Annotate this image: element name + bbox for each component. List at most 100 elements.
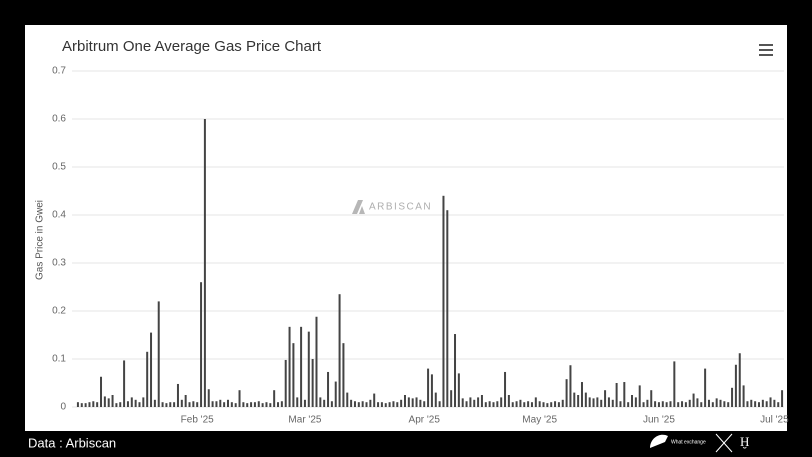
- bar: [642, 402, 645, 407]
- bar: [727, 402, 730, 407]
- logo-text: What exchange: [671, 439, 706, 445]
- bar: [100, 376, 103, 407]
- bar: [200, 282, 203, 407]
- bar: [723, 401, 726, 407]
- bar: [661, 401, 664, 407]
- bar: [96, 402, 99, 407]
- bar: [534, 397, 537, 407]
- bar: [330, 401, 333, 407]
- bar: [157, 301, 160, 407]
- bar: [269, 403, 272, 407]
- watermark: ARBISCAN: [352, 200, 431, 214]
- bar: [507, 395, 510, 407]
- bar: [692, 393, 695, 407]
- bar: [427, 368, 430, 407]
- bar: [76, 402, 79, 407]
- bar: [327, 371, 330, 407]
- bar: [342, 343, 345, 407]
- bar: [523, 402, 526, 407]
- bar: [238, 390, 241, 407]
- bar: [477, 397, 480, 407]
- bar: [369, 399, 372, 407]
- bar: [669, 401, 672, 407]
- bar: [350, 399, 353, 407]
- bar: [346, 392, 349, 407]
- bar: [373, 393, 376, 407]
- bar: [573, 392, 576, 407]
- bar: [500, 397, 503, 407]
- menu-icon[interactable]: [759, 44, 773, 56]
- bar: [107, 398, 110, 407]
- bar: [196, 402, 199, 407]
- bar: [338, 294, 341, 407]
- bar: [696, 398, 699, 407]
- bar: [681, 401, 684, 407]
- bar: [492, 402, 495, 407]
- bar: [80, 403, 83, 407]
- bar: [461, 398, 464, 407]
- menu-bar[interactable]: [759, 44, 773, 46]
- bar: [257, 401, 260, 407]
- bar: [454, 334, 457, 407]
- bar: [111, 395, 114, 407]
- menu-bar[interactable]: [759, 49, 773, 51]
- bar: [265, 402, 268, 407]
- bar: [284, 359, 287, 407]
- bar: [84, 403, 87, 407]
- bar: [700, 402, 703, 407]
- bar: [465, 401, 468, 407]
- bar: [192, 401, 195, 407]
- bar: [292, 343, 295, 407]
- bar: [169, 402, 172, 407]
- bar: [611, 399, 614, 407]
- bar: [384, 403, 387, 407]
- bar: [546, 403, 549, 407]
- bar: [261, 403, 264, 407]
- y-tick-label: 0.4: [52, 210, 66, 221]
- bar: [761, 399, 764, 407]
- bar: [711, 402, 714, 407]
- bar: [757, 402, 760, 407]
- bar: [488, 401, 491, 407]
- bar: [657, 402, 660, 407]
- bar: [180, 399, 183, 407]
- bar: [457, 373, 460, 407]
- bar: [592, 398, 595, 407]
- bar: [277, 402, 280, 407]
- bar: [569, 365, 572, 407]
- bar: [580, 382, 583, 407]
- bar: [665, 402, 668, 407]
- bar: [469, 397, 472, 407]
- bar: [773, 399, 776, 407]
- bar: [738, 353, 741, 407]
- bar: [650, 390, 653, 407]
- bar: [334, 381, 337, 407]
- menu-bar[interactable]: [759, 54, 773, 56]
- bar: [230, 402, 233, 407]
- bar: [365, 402, 368, 407]
- bar: [446, 210, 449, 407]
- y-axis-label: Gas Price in Gwei: [35, 200, 46, 280]
- bar: [530, 402, 533, 407]
- bar: [754, 401, 757, 407]
- bar: [719, 399, 722, 407]
- bar: [430, 374, 433, 407]
- y-tick-label: 0: [60, 402, 66, 413]
- bar: [615, 383, 618, 407]
- bar: [423, 401, 426, 407]
- bar: [280, 401, 283, 407]
- bar: [715, 398, 718, 407]
- x-tick-label: Mar '25: [288, 415, 321, 426]
- bar: [119, 402, 122, 407]
- bar: [296, 397, 299, 407]
- bar: [273, 390, 276, 407]
- bar: [638, 385, 641, 407]
- bar: [311, 359, 314, 407]
- bar: [303, 399, 306, 407]
- bar: [130, 397, 133, 407]
- bar: [584, 392, 587, 407]
- bar: [203, 119, 206, 407]
- bar: [777, 402, 780, 407]
- bar: [353, 401, 356, 407]
- bar: [627, 402, 630, 407]
